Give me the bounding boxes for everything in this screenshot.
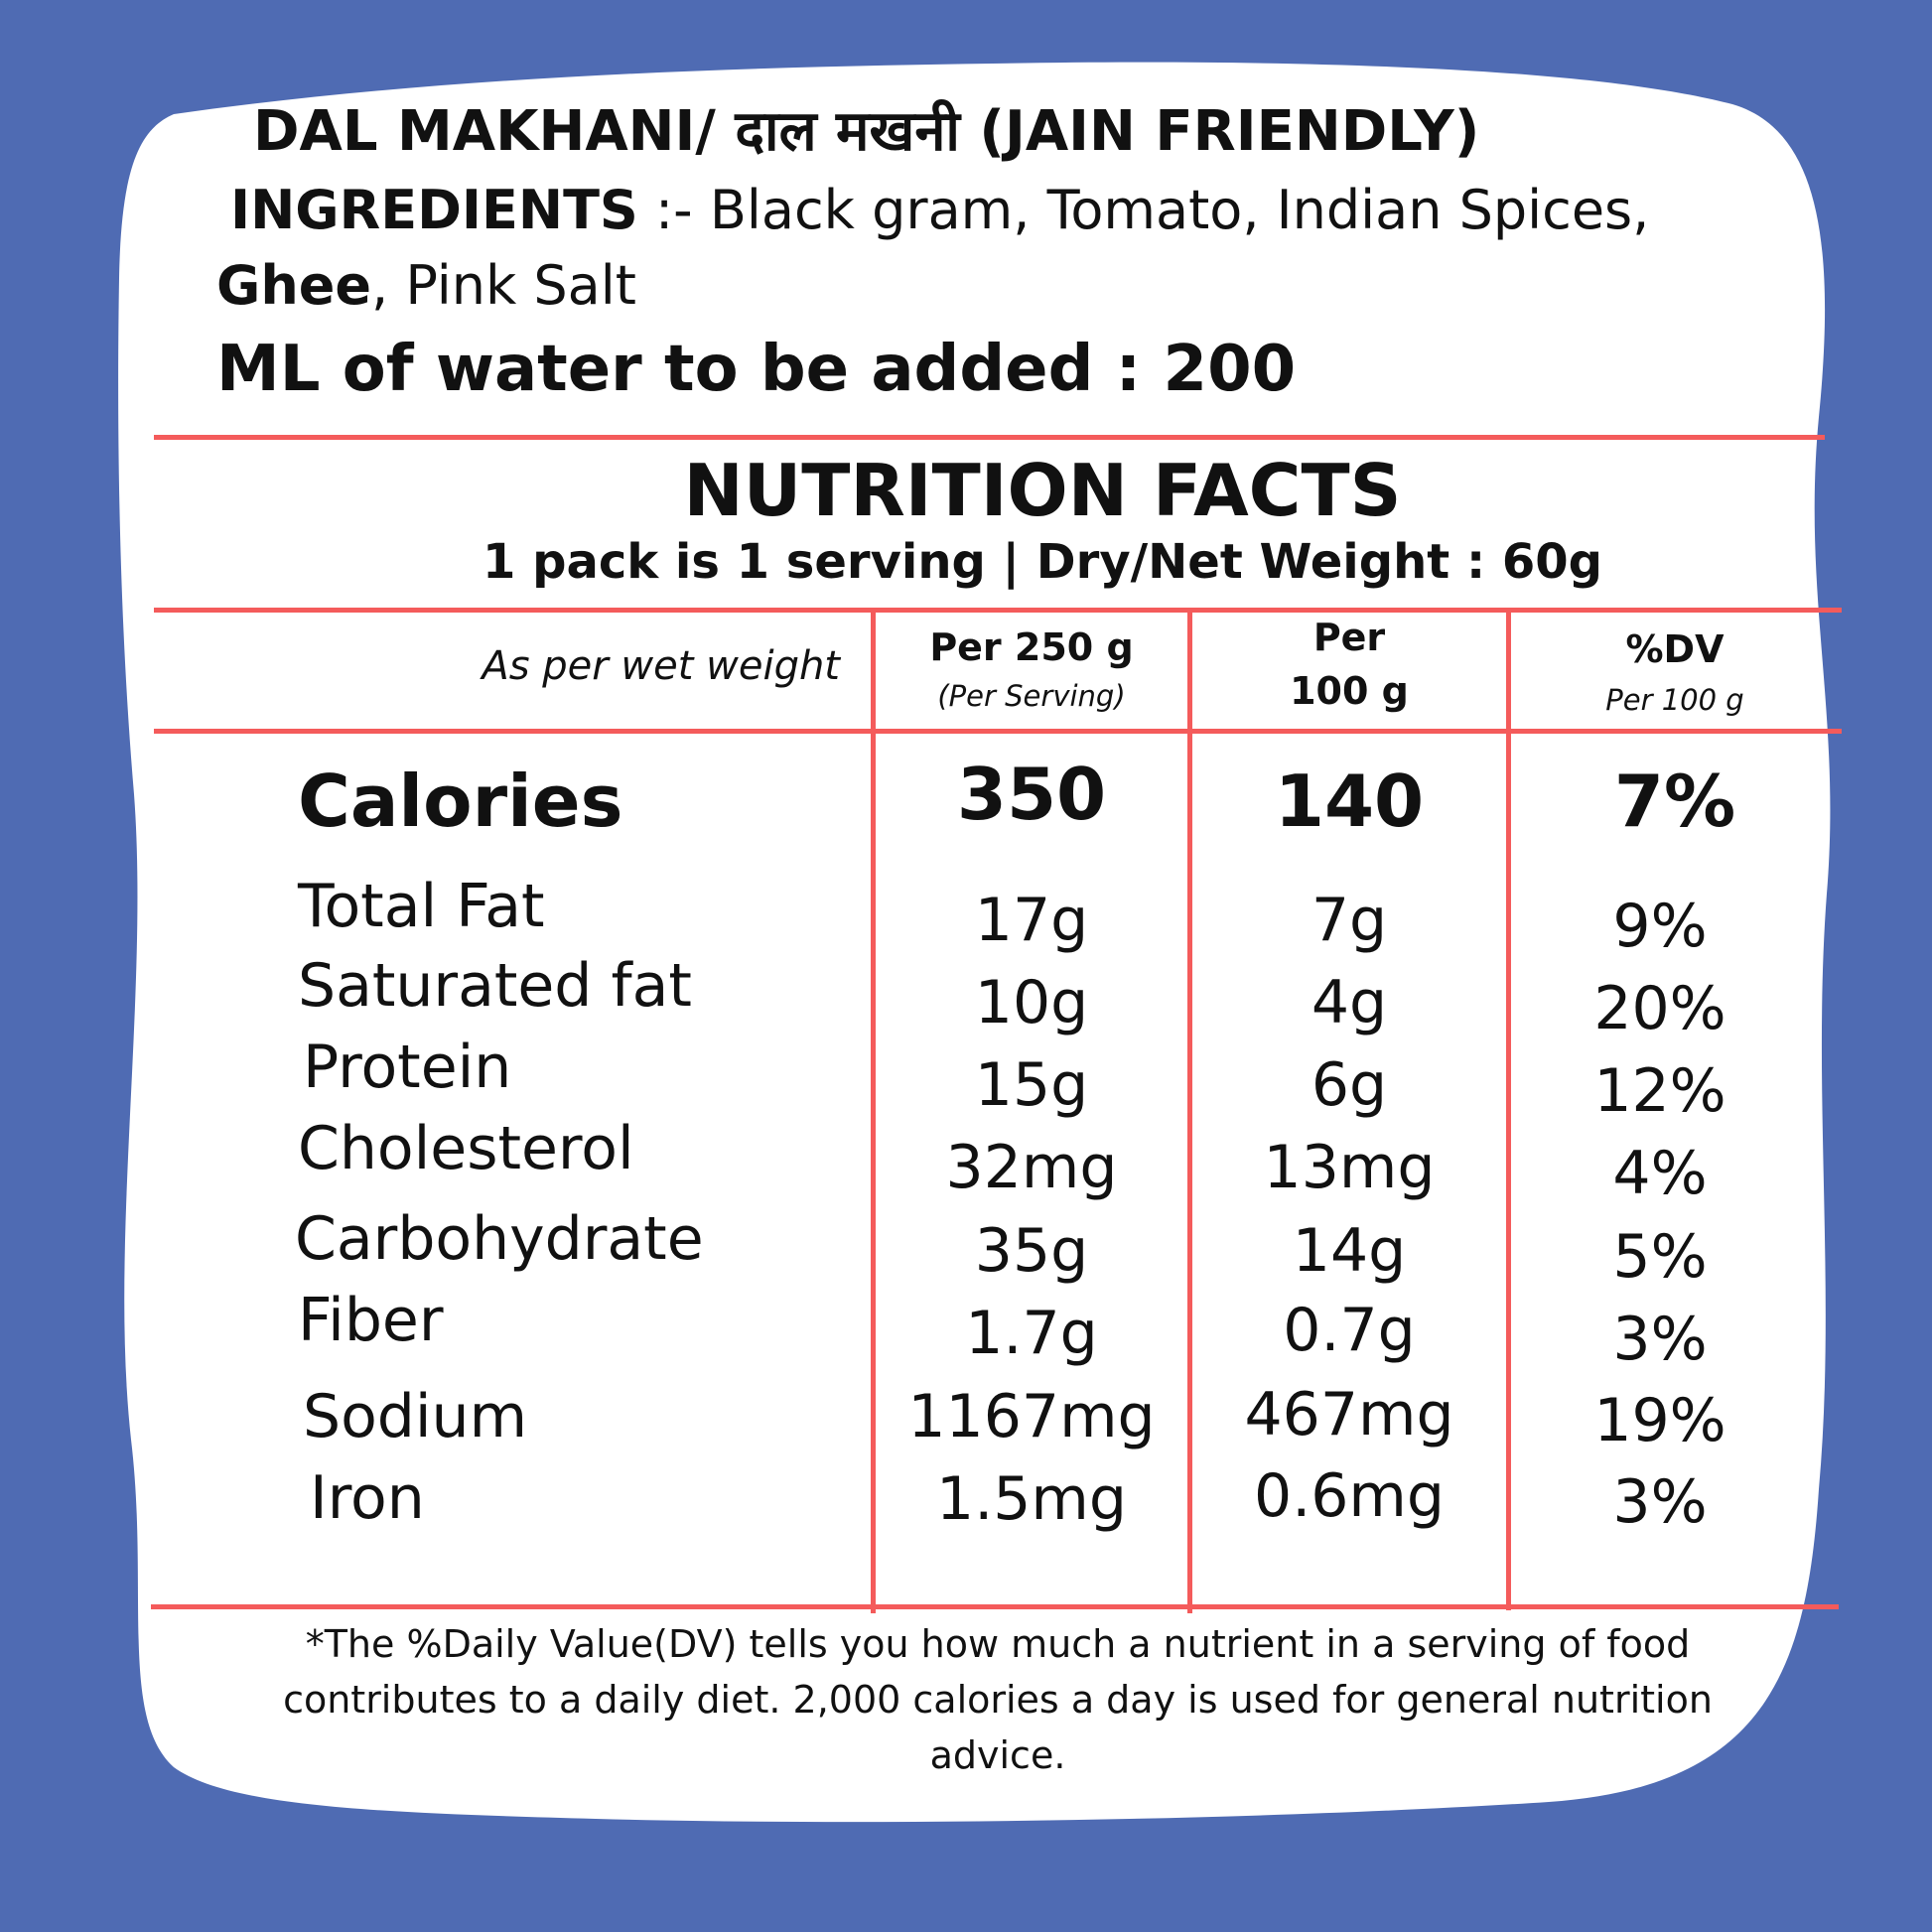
nutrient-per-100g: 6g — [1311, 1050, 1388, 1120]
nutrient-label: Sodium — [303, 1382, 528, 1451]
serving-info: 1 pack is 1 serving | Dry/Net Weight : 6… — [482, 534, 1603, 590]
water-instruction: ML of water to be added : 200 — [216, 333, 1297, 406]
column-divider-2 — [1187, 608, 1192, 1613]
nutrient-per-serving: 1.7g — [965, 1299, 1098, 1368]
nutrient-per-serving: 1167mg — [907, 1382, 1156, 1451]
nutrient-per-100g: 7g — [1311, 886, 1388, 955]
ingredients-line-2: Ghee, Pink Salt — [216, 254, 636, 317]
ingredients-text-2: , Pink Salt — [371, 254, 636, 317]
column-header-line1: Per — [1312, 616, 1386, 659]
column-divider-3 — [1506, 608, 1511, 1610]
nutrient-dv: 3% — [1612, 1467, 1708, 1537]
nutrient-per-100g: 0.7g — [1283, 1296, 1416, 1365]
nutrient-label: Fiber — [298, 1286, 444, 1355]
nutrient-label: Saturated fat — [298, 951, 692, 1021]
nutrient-per-serving: 35g — [974, 1216, 1089, 1286]
nutrient-dv: 4% — [1612, 1139, 1708, 1208]
column-header-dv: %DV Per 100 g — [1511, 627, 1839, 717]
nutrient-label: Carbohydrate — [295, 1204, 704, 1274]
ingredients-text-1: :- Black gram, Tomato, Indian Spices, — [637, 179, 1650, 241]
nutrient-per-100g: 13mg — [1263, 1133, 1436, 1202]
basis-note: As per wet weight — [482, 643, 840, 689]
nutrient-per-serving: 10g — [974, 968, 1089, 1037]
column-header-line1: Per 250 g — [929, 625, 1134, 669]
nutrient-per-100g: 4g — [1311, 968, 1388, 1037]
nutrient-label: Iron — [310, 1463, 425, 1533]
nutrient-per-100g: 467mg — [1244, 1380, 1454, 1449]
column-divider-1 — [871, 608, 876, 1613]
column-header-line1: %DV — [1625, 627, 1725, 671]
divider-bottom — [151, 1604, 1839, 1609]
column-header-line2: 100 g — [1290, 669, 1409, 713]
column-header-line2: (Per Serving) — [937, 679, 1126, 713]
nutrition-facts-title: NUTRITION FACTS — [683, 449, 1402, 532]
divider-header-bottom — [154, 729, 1842, 734]
product-title: DAL MAKHANI/ दाल मखनी (JAIN FRIENDLY) — [253, 99, 1480, 164]
nutrient-label: Total Fat — [298, 872, 545, 941]
nutrient-label: Cholesterol — [298, 1114, 634, 1183]
calories-label: Calories — [298, 759, 623, 843]
nutrient-per-serving: 1.5mg — [936, 1464, 1127, 1534]
nutrient-dv: 3% — [1612, 1305, 1708, 1374]
calories-dv: 7% — [1613, 759, 1736, 843]
column-header-per-100g: Per 100 g — [1192, 616, 1506, 713]
ingredients-ghee: Ghee — [216, 254, 372, 317]
divider-top — [154, 435, 1825, 440]
nutrient-per-100g: 14g — [1292, 1216, 1407, 1286]
nutrient-per-serving: 32mg — [945, 1133, 1118, 1202]
nutrient-label: Protein — [303, 1033, 512, 1102]
ingredients-line-1: INGREDIENTS :- Black gram, Tomato, India… — [230, 179, 1649, 241]
nutrient-per-serving: 17g — [974, 886, 1089, 955]
ingredients-heading: INGREDIENTS — [230, 179, 638, 241]
calories-per-100g: 140 — [1274, 759, 1425, 843]
nutrient-dv: 12% — [1593, 1056, 1726, 1126]
nutrient-per-100g: 0.6mg — [1254, 1461, 1445, 1531]
nutrient-dv: 5% — [1612, 1222, 1708, 1292]
nutrient-dv: 19% — [1593, 1386, 1726, 1455]
nutrient-per-serving: 15g — [974, 1050, 1089, 1120]
daily-value-footnote: *The %Daily Value(DV) tells you how much… — [283, 1622, 1713, 1777]
nutrient-dv: 9% — [1612, 892, 1708, 961]
column-header-line2: Per 100 g — [1605, 683, 1744, 717]
calories-per-serving: 350 — [956, 753, 1107, 836]
column-header-per-serving: Per 250 g (Per Serving) — [876, 625, 1187, 713]
divider-header-top — [154, 608, 1842, 613]
nutrient-dv: 20% — [1593, 974, 1726, 1043]
